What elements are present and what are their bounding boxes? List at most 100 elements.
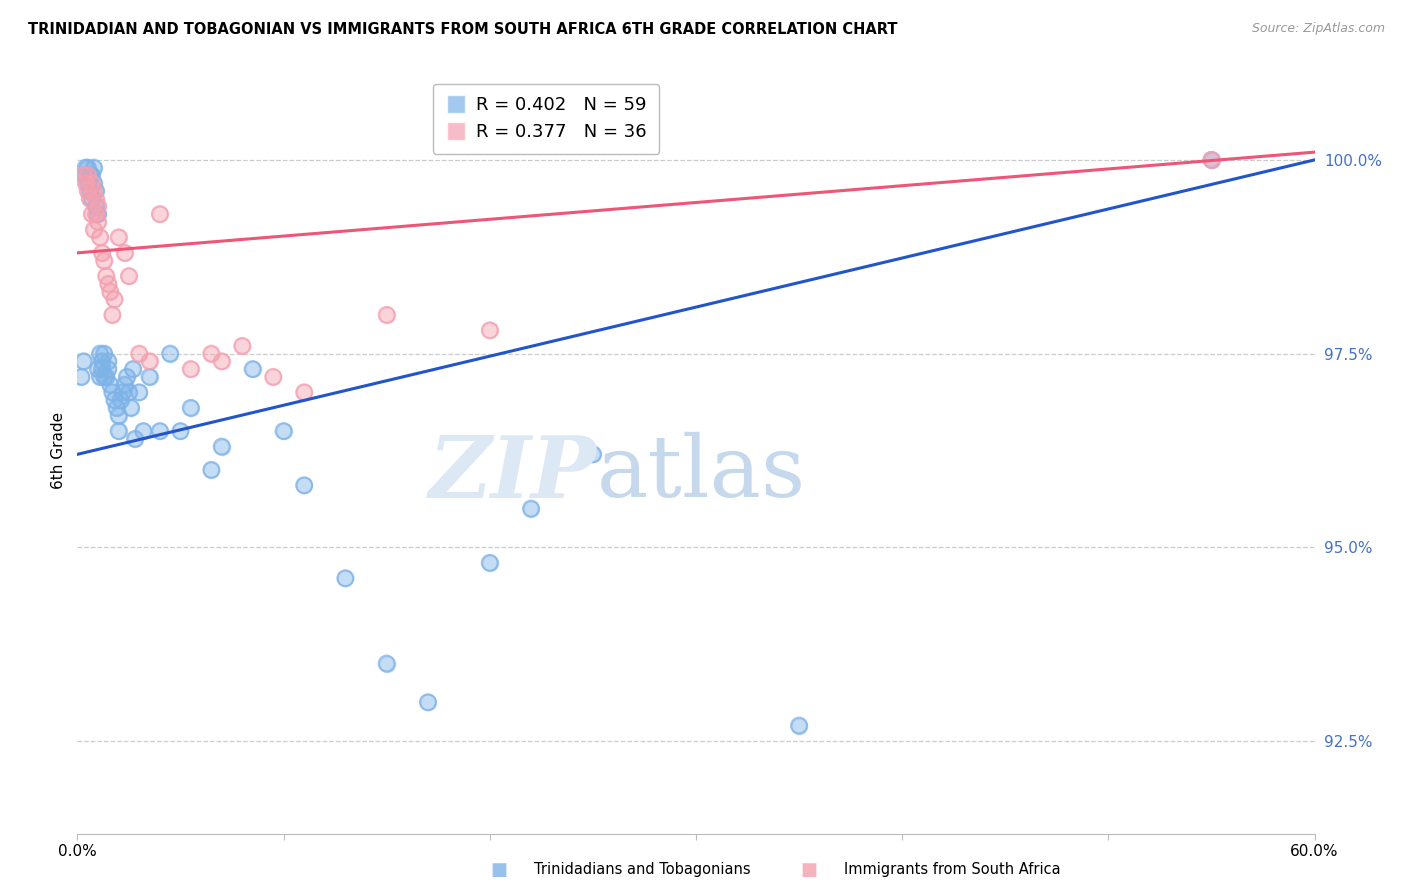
Point bbox=[80, 192, 103, 206]
Point bbox=[97, 277, 120, 291]
Point bbox=[91, 354, 114, 368]
Point bbox=[149, 207, 172, 221]
Point bbox=[101, 308, 124, 322]
Point bbox=[211, 440, 233, 454]
Point bbox=[292, 478, 315, 492]
Point bbox=[292, 478, 315, 492]
Point bbox=[75, 169, 97, 183]
Point bbox=[582, 447, 605, 461]
Text: Trinidadians and Tobagonians: Trinidadians and Tobagonians bbox=[534, 863, 751, 877]
Point bbox=[75, 161, 97, 175]
Point bbox=[478, 556, 501, 570]
Point bbox=[478, 323, 501, 337]
Point bbox=[242, 362, 264, 376]
Point bbox=[76, 169, 98, 183]
Point bbox=[96, 369, 118, 384]
Point bbox=[128, 385, 150, 400]
Point bbox=[75, 176, 97, 190]
Point bbox=[416, 695, 439, 709]
Point bbox=[292, 385, 315, 400]
Point bbox=[83, 184, 105, 198]
Point bbox=[79, 169, 101, 183]
Point bbox=[107, 409, 129, 423]
Point bbox=[211, 354, 233, 368]
Point bbox=[87, 215, 110, 229]
Point bbox=[80, 207, 103, 221]
Point bbox=[93, 346, 115, 360]
Point bbox=[70, 369, 93, 384]
Point bbox=[138, 354, 160, 368]
Point bbox=[107, 424, 129, 438]
Point bbox=[98, 285, 121, 299]
Point bbox=[149, 424, 172, 438]
Point bbox=[111, 385, 134, 400]
Point bbox=[110, 393, 132, 408]
Point bbox=[138, 354, 160, 368]
Point bbox=[149, 424, 172, 438]
Point bbox=[80, 169, 103, 183]
Point bbox=[87, 362, 110, 376]
Point bbox=[101, 385, 124, 400]
Point bbox=[89, 369, 111, 384]
Point bbox=[103, 293, 125, 307]
Point bbox=[93, 369, 115, 384]
Point bbox=[84, 192, 107, 206]
Text: ZIP: ZIP bbox=[429, 432, 598, 516]
Point bbox=[76, 184, 98, 198]
Point bbox=[93, 346, 115, 360]
Point bbox=[84, 207, 107, 221]
Point bbox=[91, 354, 114, 368]
Point bbox=[84, 192, 107, 206]
Point bbox=[96, 269, 118, 284]
Point bbox=[103, 393, 125, 408]
Point bbox=[80, 169, 103, 183]
Point bbox=[582, 447, 605, 461]
Point bbox=[118, 269, 141, 284]
Point bbox=[375, 657, 398, 671]
Point bbox=[169, 424, 191, 438]
Point bbox=[262, 369, 284, 384]
Point bbox=[169, 424, 191, 438]
Point bbox=[159, 346, 181, 360]
Point bbox=[72, 169, 94, 183]
Point bbox=[122, 362, 145, 376]
Point bbox=[105, 401, 128, 415]
Point bbox=[87, 215, 110, 229]
Text: ■: ■ bbox=[800, 861, 817, 879]
Point bbox=[1201, 153, 1223, 167]
Point bbox=[96, 269, 118, 284]
Point bbox=[110, 393, 132, 408]
Point bbox=[132, 424, 155, 438]
Point bbox=[120, 401, 142, 415]
Point bbox=[80, 192, 103, 206]
Point bbox=[87, 362, 110, 376]
Point bbox=[79, 184, 101, 198]
Point bbox=[132, 424, 155, 438]
Point bbox=[200, 346, 222, 360]
Point bbox=[72, 169, 94, 183]
Point bbox=[83, 161, 105, 175]
Point bbox=[118, 385, 141, 400]
Point bbox=[520, 501, 543, 516]
Point bbox=[478, 556, 501, 570]
Point bbox=[97, 362, 120, 376]
Point bbox=[79, 192, 101, 206]
Point bbox=[84, 184, 107, 198]
Point bbox=[375, 657, 398, 671]
Point bbox=[159, 346, 181, 360]
Point bbox=[89, 230, 111, 244]
Point bbox=[72, 354, 94, 368]
Text: ■: ■ bbox=[491, 861, 508, 879]
Point bbox=[93, 253, 115, 268]
Point bbox=[335, 571, 357, 585]
Point bbox=[107, 230, 129, 244]
Point bbox=[416, 695, 439, 709]
Point bbox=[128, 346, 150, 360]
Point bbox=[84, 199, 107, 213]
Point bbox=[83, 176, 105, 190]
Point bbox=[87, 207, 110, 221]
Text: TRINIDADIAN AND TOBAGONIAN VS IMMIGRANTS FROM SOUTH AFRICA 6TH GRADE CORRELATION: TRINIDADIAN AND TOBAGONIAN VS IMMIGRANTS… bbox=[28, 22, 897, 37]
Point bbox=[111, 385, 134, 400]
Point bbox=[273, 424, 295, 438]
Point bbox=[79, 184, 101, 198]
